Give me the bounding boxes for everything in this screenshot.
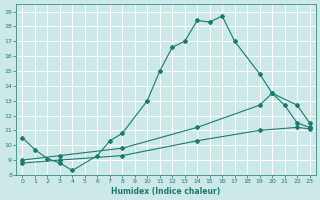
X-axis label: Humidex (Indice chaleur): Humidex (Indice chaleur)	[111, 187, 221, 196]
